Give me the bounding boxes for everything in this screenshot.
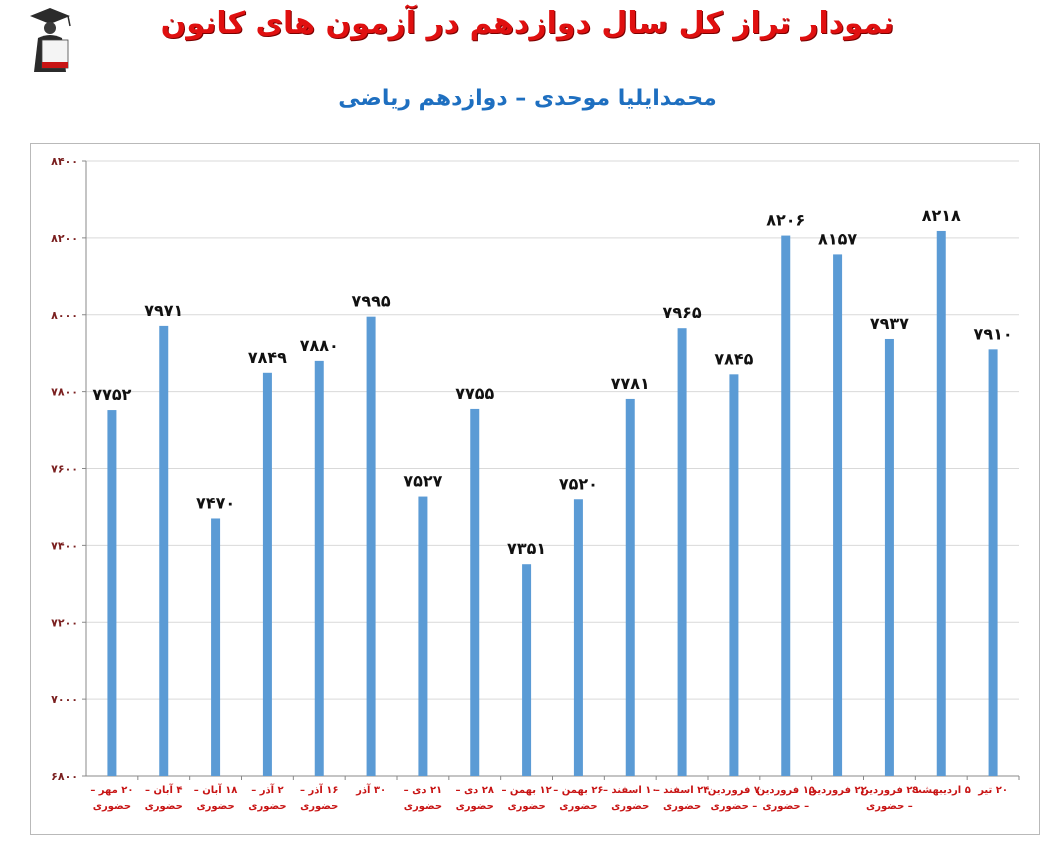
bar <box>366 316 376 776</box>
data-label: ۷۷۵۲ <box>92 385 131 404</box>
bar <box>677 328 687 776</box>
data-label: ۷۷۸۱ <box>611 374 650 393</box>
data-label: ۷۹۳۷ <box>870 314 909 333</box>
x-category-label: ۲ آذر – <box>251 783 283 796</box>
x-category-label: ۴ آبان – <box>145 783 183 796</box>
x-category-label: حضوری <box>248 801 286 812</box>
bar <box>418 496 428 776</box>
bar <box>159 325 169 776</box>
graduate-logo-icon <box>22 6 78 76</box>
data-label: ۷۹۹۵ <box>352 292 391 311</box>
bar <box>936 230 946 777</box>
y-tick-label: ۷۸۰۰ <box>51 386 78 399</box>
x-category-label: حضوری <box>300 801 338 812</box>
bar <box>470 408 480 776</box>
y-tick-label: ۷۲۰۰ <box>51 616 78 629</box>
x-category-label: حضوری <box>404 801 442 812</box>
x-category-label: ۱۶ آذر – <box>300 783 339 796</box>
x-category-label: حضوری <box>93 801 131 812</box>
bar <box>107 410 117 776</box>
x-category-label: حضوری <box>196 801 234 812</box>
y-tick-label: ۷۴۰۰ <box>51 539 78 552</box>
bar <box>314 360 324 776</box>
data-label: ۷۹۷۱ <box>144 301 183 320</box>
y-tick-label: ۷۰۰۰ <box>51 693 78 706</box>
data-label: ۷۵۲۰ <box>559 474 598 493</box>
y-tick-label: ۸۰۰۰ <box>51 309 78 322</box>
chart-area: ۶۸۰۰ ۷۰۰۰ ۷۲۰۰ ۷۴۰۰ ۷۶۰۰ ۷۸۰۰ ۸۰۰۰ ۸۲۰۰ ۸۴۰۰ ۷۷۵۲… <box>30 143 1040 835</box>
x-category-label: ۱۲ بهمن – <box>501 785 551 796</box>
bar <box>522 564 532 776</box>
bar <box>729 374 739 776</box>
data-label: ۷۸۴۵ <box>714 349 753 368</box>
data-label: ۷۴۷۰ <box>196 493 235 512</box>
x-category-label: ۱۸ آبان – <box>194 783 238 796</box>
data-label: ۷۵۲۷ <box>403 472 442 491</box>
x-category-label: ۷ فروردین <box>708 785 760 796</box>
x-category-label: ۲۸ دی – <box>456 785 494 796</box>
x-category-label: حضوری <box>507 801 545 812</box>
bar <box>781 235 791 777</box>
x-category-label: ۵ اردیبهشت <box>912 785 971 796</box>
y-tick-label: ۸۴۰۰ <box>51 155 78 168</box>
x-category-label: ۱۵ فروردین <box>757 785 815 796</box>
y-tick-label: ۸۲۰۰ <box>51 232 78 245</box>
x-category-label: حضوری <box>145 801 183 812</box>
x-category-label: ۲۴ اسفند – <box>655 785 710 796</box>
data-label: ۷۹۱۰ <box>974 324 1013 343</box>
y-tick-label: ۶۸۰۰ <box>51 770 78 783</box>
y-tick-label: ۷۶۰۰ <box>51 463 78 476</box>
x-category-label: ۲۶ بهمن – <box>553 785 603 796</box>
bar-chart: ۶۸۰۰ ۷۰۰۰ ۷۲۰۰ ۷۴۰۰ ۷۶۰۰ ۷۸۰۰ ۸۰۰۰ ۸۲۰۰ ۸۴۰۰ ۷۷۵۲… <box>51 155 1020 812</box>
bar <box>884 338 894 776</box>
x-category-label: ۱۰ اسفند – <box>603 785 658 796</box>
x-category-label: – حضوری <box>762 801 809 812</box>
x-category-label: ۲۱ دی – <box>404 785 442 796</box>
bar <box>625 398 635 776</box>
bar <box>262 372 272 776</box>
bar <box>573 499 583 776</box>
x-category-label: حضوری <box>663 801 701 812</box>
x-category-label: حضوری <box>611 801 649 812</box>
x-category-label: حضوری <box>456 801 494 812</box>
data-label: ۷۹۶۵ <box>663 303 702 322</box>
bar <box>211 518 221 776</box>
data-label: ۷۸۴۹ <box>248 348 287 367</box>
x-category-label: حضوری <box>559 801 597 812</box>
x-category-label: ۲۰ تیر <box>977 785 1008 796</box>
x-category-label: – حضوری <box>711 801 758 812</box>
bar <box>988 349 998 776</box>
x-category-label: – حضوری <box>866 801 913 812</box>
data-label: ۸۲۱۸ <box>922 206 961 225</box>
bar <box>833 254 843 776</box>
data-label: ۷۸۸۰ <box>300 336 339 355</box>
data-label: ۸۱۵۷ <box>818 229 857 248</box>
data-label: ۷۳۵۱ <box>507 539 546 558</box>
x-category-label: ۲۰ مهر – <box>90 785 133 796</box>
x-category-label: ۳۰ آذر <box>355 783 386 796</box>
x-category-label: ۲۹ فروردین <box>860 785 918 796</box>
data-label: ۸۲۰۶ <box>766 211 805 230</box>
chart-subtitle: محمدایلیا موحدی – دوازدهم ریاضی <box>338 86 717 111</box>
x-category-label: ۲۲ فروردین <box>808 785 866 796</box>
chart-title: نمودار تراز کل سال دوازدهم در آزمون های … <box>160 6 895 41</box>
data-label: ۷۷۵۵ <box>455 384 494 403</box>
